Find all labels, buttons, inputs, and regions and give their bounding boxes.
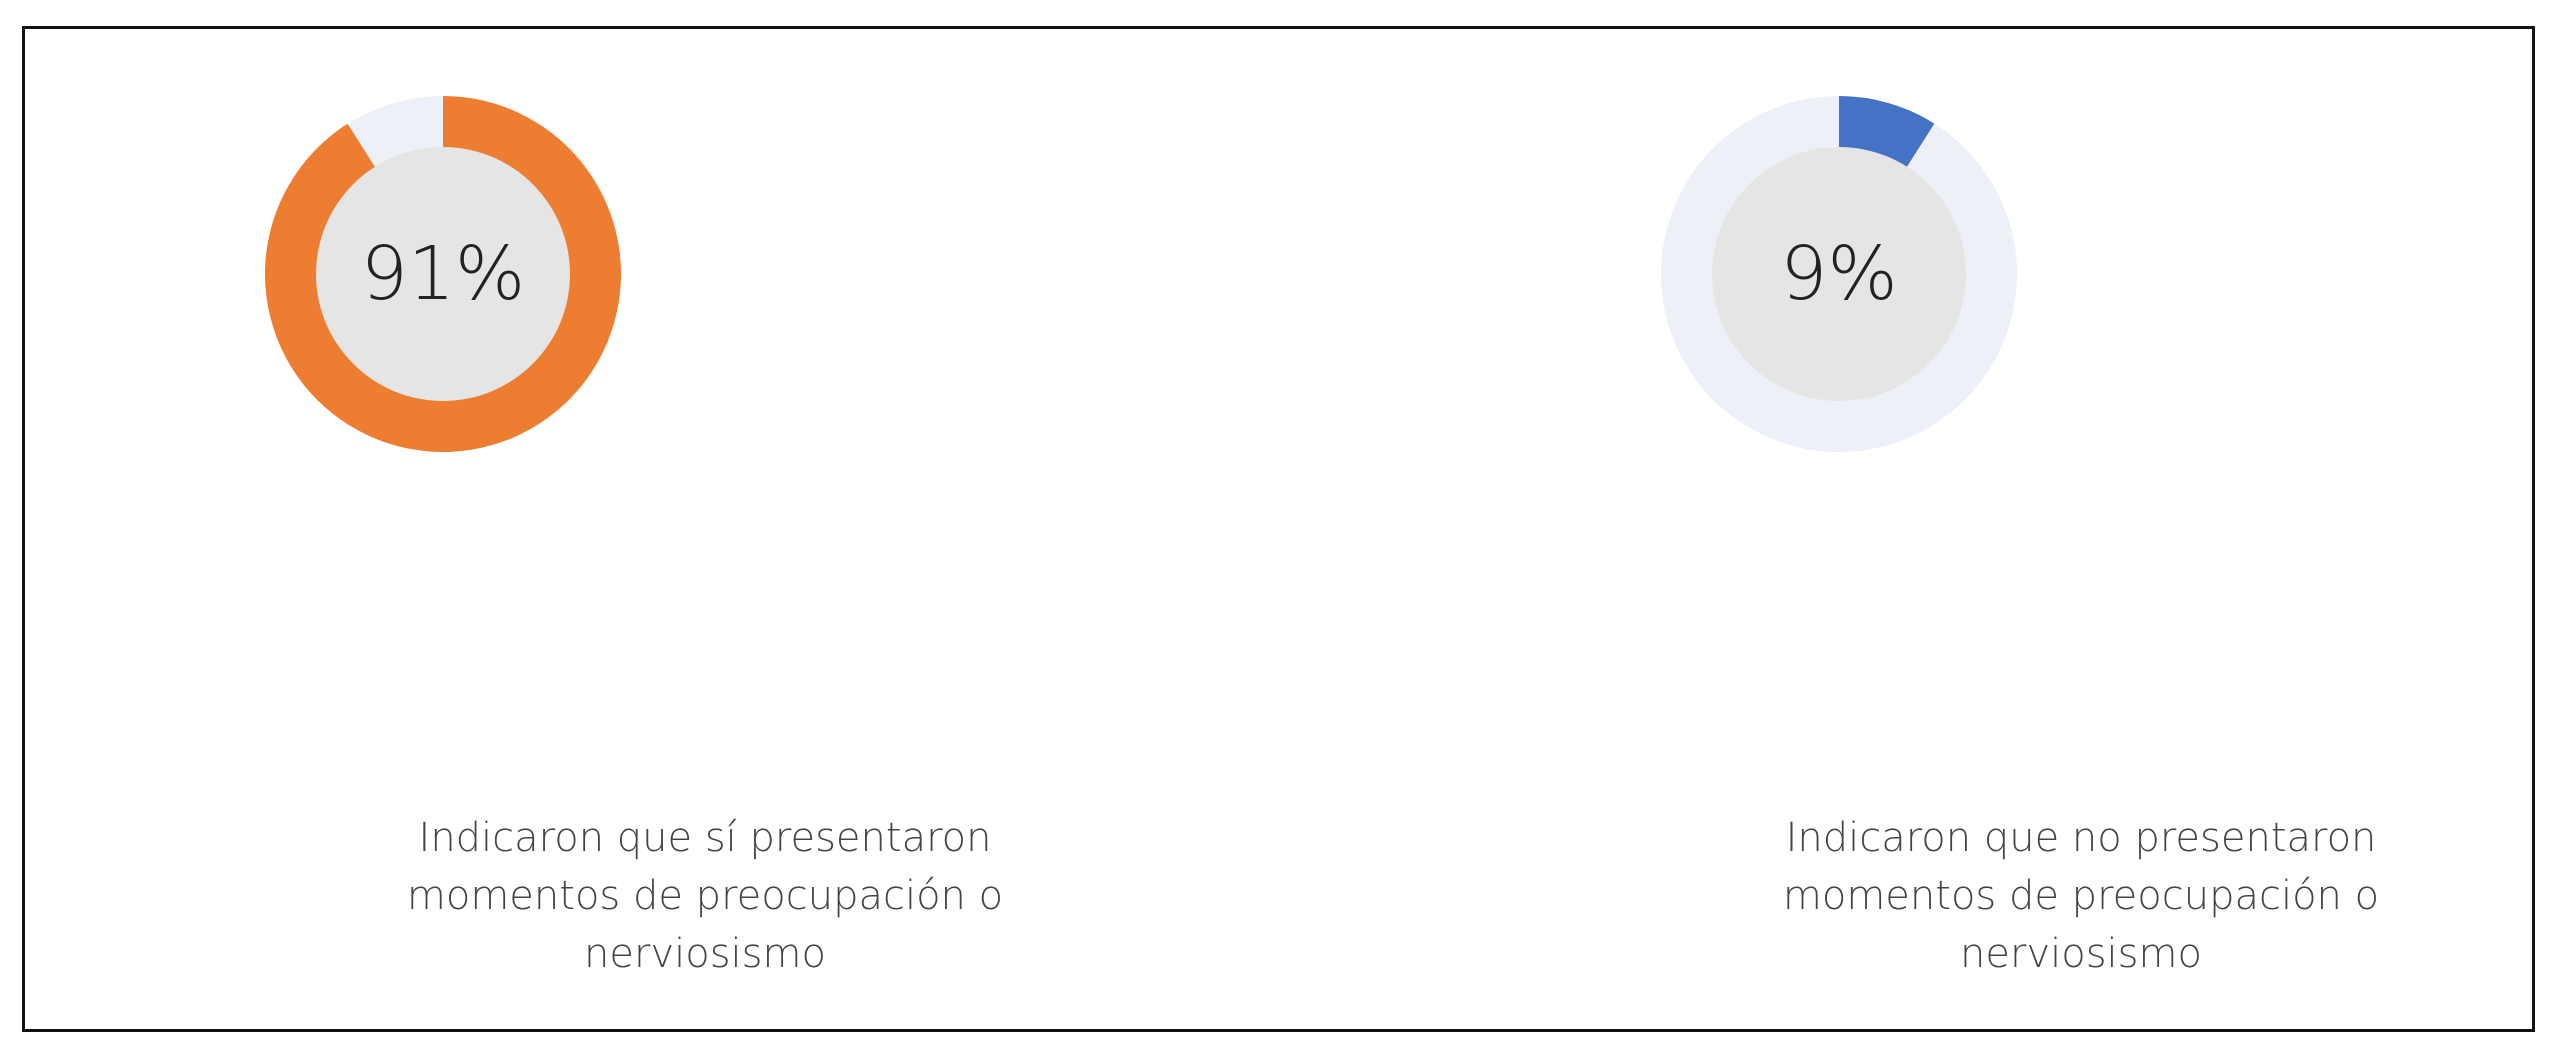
donut-inner-circle-yes bbox=[316, 147, 570, 401]
caption-line: Indicaron que no presentaron bbox=[1785, 815, 2377, 861]
donut-caption-no: Indicaron que no presentaron momentos de… bbox=[1631, 809, 2531, 983]
donut-caption-yes: Indicaron que sí presentaron momentos de… bbox=[255, 809, 1155, 983]
caption-line: momentos de preocupación o bbox=[1782, 873, 2380, 919]
caption-line: nerviosismo bbox=[1960, 931, 2202, 977]
donut-center-label-yes: 91% bbox=[361, 231, 525, 317]
donut-svg-no: 9% bbox=[1661, 96, 2017, 453]
donut-chart-no: 9% Indicaron que no presentaron momentos… bbox=[1631, 29, 2531, 1029]
chart-frame: 91% Indicaron que sí presentaron momento… bbox=[22, 26, 2535, 1032]
donut-center-label-no: 9% bbox=[1780, 231, 1897, 317]
donut-svg-yes: 91% bbox=[265, 96, 622, 452]
caption-line: momentos de preocupación o bbox=[406, 873, 1004, 919]
caption-line: nerviosismo bbox=[584, 931, 826, 977]
donut-chart-yes: 91% Indicaron que sí presentaron momento… bbox=[255, 29, 1155, 1029]
caption-line: Indicaron que sí presentaron bbox=[418, 815, 992, 861]
donut-inner-circle-no bbox=[1712, 147, 1966, 401]
